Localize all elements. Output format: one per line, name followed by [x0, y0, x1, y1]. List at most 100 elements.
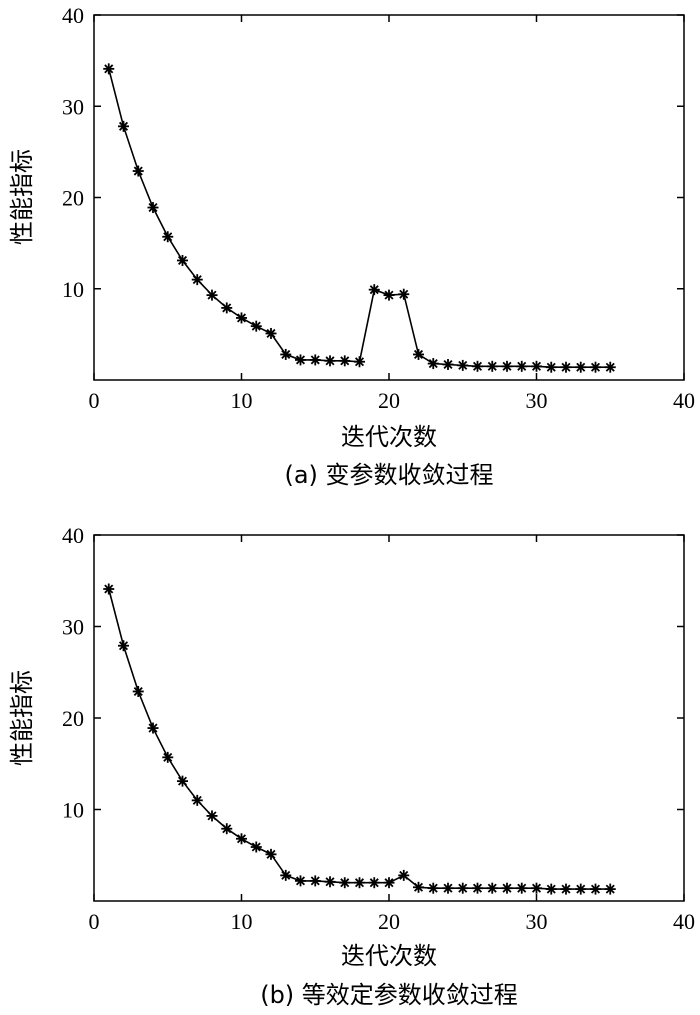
chart-a-x-tick-label: 10 — [231, 388, 253, 413]
chart-b-x-tick-label: 20 — [378, 909, 400, 934]
chart-a-data-point — [221, 302, 233, 314]
chart-b-data-point — [324, 876, 336, 888]
chart-b-data-point — [206, 810, 218, 822]
chart-a-y-tick-label: 30 — [62, 94, 84, 119]
chart-a-data-point — [324, 355, 336, 367]
chart-b: 0 10 20 30 40 10 20 30 40 迭代次数 性能指标 (b) 等效定参数收敛过… — [8, 523, 695, 1009]
chart-a-series — [103, 63, 616, 373]
chart-b-x-tick-label: 10 — [231, 909, 253, 934]
chart-b-data-point — [516, 882, 528, 894]
chart-a-data-point — [590, 361, 601, 373]
chart-a-caption: (a) 变参数收敛过程 — [284, 461, 493, 489]
chart-a-data-point — [132, 165, 144, 177]
chart-b-data-point — [309, 875, 321, 887]
chart-b-data-point — [501, 882, 513, 894]
chart-b-x-axis-label: 迭代次数 — [341, 942, 437, 970]
chart-b-data-point — [560, 883, 572, 895]
chart-a-data-point — [442, 358, 454, 370]
chart-a-data-point — [516, 360, 528, 372]
chart-a-x-tick-label: 20 — [378, 388, 400, 413]
chart-b-y-tick-label: 20 — [62, 706, 84, 731]
chart-b-data-point — [575, 883, 587, 895]
chart-a-y-tick-label: 10 — [62, 277, 84, 302]
chart-a-y-tick-label: 20 — [62, 186, 84, 211]
chart-b-series-line — [108, 588, 611, 890]
chart-a-data-point — [560, 361, 572, 373]
chart-a-data-point — [118, 120, 129, 132]
chart-a-data-point — [472, 360, 483, 372]
chart-a-data-point — [354, 356, 365, 368]
chart-a-data-point — [457, 359, 469, 371]
chart-a-y-tick-label: 40 — [62, 3, 84, 28]
chart-a-ticks — [93, 14, 685, 380]
chart-b-x-tick-label: 40 — [673, 909, 695, 934]
chart-a-data-point — [147, 202, 159, 214]
chart-a-data-point — [427, 358, 439, 370]
chart-b-y-tick-label: 10 — [62, 798, 84, 823]
chart-b-data-point — [383, 877, 395, 889]
chart-a-data-point — [368, 284, 380, 296]
chart-a-data-point — [250, 320, 262, 332]
chart-a-data-point — [309, 354, 321, 366]
chart-a-series-line — [108, 68, 611, 369]
chart-b-data-point — [236, 833, 247, 845]
chart-a-data-point — [103, 63, 115, 75]
chart-b-y-tick-label: 30 — [62, 615, 84, 640]
chart-b-x-tick-label: 30 — [526, 909, 548, 934]
chart-b-data-point — [368, 877, 380, 889]
chart-b-data-point — [132, 685, 144, 697]
chart-a-data-point — [545, 361, 557, 373]
chart-a-y-axis-label: 性能指标 — [8, 149, 36, 245]
chart-b-data-point — [339, 877, 351, 889]
chart-b-data-point — [295, 875, 306, 887]
chart-a-data-point — [575, 361, 587, 373]
chart-b-y-tick-label: 40 — [62, 523, 84, 548]
chart-a-frame — [93, 14, 685, 381]
chart-a-data-point — [339, 355, 351, 367]
chart-b-data-point — [472, 882, 483, 894]
chart-b-ticks — [93, 534, 685, 901]
chart-b-data-point — [457, 882, 469, 894]
chart-a-data-point — [413, 348, 424, 360]
chart-a-data-point — [604, 361, 616, 373]
chart-b-data-point — [531, 882, 542, 894]
chart-b-series — [103, 583, 616, 895]
chart-b-data-point — [162, 751, 174, 763]
chart-a-data-point — [486, 360, 498, 372]
chart-b-data-point — [590, 883, 601, 895]
chart-b-frame — [93, 534, 685, 902]
chart-b-data-point — [103, 583, 115, 595]
chart-b-data-point — [280, 869, 292, 881]
chart-a-data-point — [162, 231, 174, 243]
chart-a-data-point — [531, 360, 542, 372]
chart-b-data-point — [486, 882, 498, 894]
chart-a: 0 10 20 30 40 10 20 30 40 迭代次数 性能指标 (a) 变参数收敛过程 — [8, 3, 695, 489]
chart-b-tick-labels: 0 10 20 30 40 10 20 30 40 — [62, 523, 695, 934]
chart-b-data-point — [413, 881, 424, 893]
chart-a-data-point — [501, 360, 513, 372]
chart-b-y-axis-label: 性能指标 — [8, 670, 36, 766]
chart-b-data-point — [118, 640, 129, 652]
chart-a-data-point — [265, 327, 277, 339]
chart-a-tick-labels: 0 10 20 30 40 10 20 30 40 — [62, 3, 695, 413]
chart-a-x-tick-label: 40 — [673, 388, 695, 413]
chart-b-data-point — [221, 823, 233, 835]
chart-a-data-point — [398, 288, 410, 300]
chart-b-data-point — [604, 883, 616, 895]
chart-b-data-point — [545, 883, 557, 895]
chart-a-data-point — [236, 312, 247, 324]
chart-b-data-point — [177, 775, 188, 787]
chart-a-x-tick-label: 30 — [526, 388, 548, 413]
chart-b-caption: (b) 等效定参数收敛过程 — [260, 981, 518, 1009]
chart-a-x-axis-label: 迭代次数 — [341, 423, 437, 451]
chart-b-data-point — [265, 848, 277, 860]
chart-b-data-point — [147, 722, 159, 734]
chart-a-data-point — [295, 354, 306, 366]
chart-a-data-point — [177, 254, 188, 266]
chart-b-data-point — [354, 877, 365, 889]
chart-a-data-point — [280, 348, 292, 360]
chart-b-x-tick-label: 0 — [89, 909, 100, 934]
chart-a-data-point — [191, 274, 203, 286]
chart-b-data-point — [250, 841, 262, 853]
